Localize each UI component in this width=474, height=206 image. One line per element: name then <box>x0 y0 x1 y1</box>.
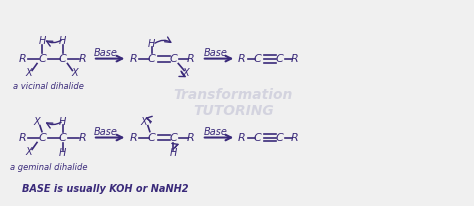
Text: R: R <box>187 132 195 143</box>
Text: C: C <box>275 132 283 143</box>
Text: C: C <box>170 132 177 143</box>
Text: X: X <box>34 117 40 127</box>
Text: C: C <box>170 54 177 64</box>
Text: R: R <box>78 54 86 64</box>
Text: C: C <box>59 132 66 143</box>
Text: R: R <box>129 54 137 64</box>
Text: C: C <box>148 132 155 143</box>
Text: C: C <box>275 54 283 64</box>
Text: C: C <box>254 132 262 143</box>
Text: C: C <box>148 54 155 64</box>
Text: H: H <box>59 36 66 46</box>
Text: a geminal dihalide: a geminal dihalide <box>10 163 88 172</box>
Text: H: H <box>59 148 66 158</box>
Text: C: C <box>38 54 46 64</box>
Text: H: H <box>59 117 66 127</box>
Text: Base: Base <box>204 127 228 137</box>
Text: a vicinal dihalide: a vicinal dihalide <box>13 82 84 91</box>
Text: H: H <box>38 36 46 46</box>
Text: X: X <box>183 68 190 78</box>
Text: X: X <box>26 68 33 78</box>
Text: R: R <box>291 54 299 64</box>
Text: R: R <box>238 54 246 64</box>
Text: R: R <box>18 54 26 64</box>
Text: R: R <box>291 132 299 143</box>
Text: H: H <box>170 148 177 158</box>
Text: H: H <box>148 39 155 49</box>
Text: Transformation
TUTORING: Transformation TUTORING <box>173 88 293 118</box>
Text: C: C <box>59 54 66 64</box>
Text: X: X <box>26 147 33 157</box>
Text: C: C <box>38 132 46 143</box>
Text: R: R <box>129 132 137 143</box>
Text: R: R <box>78 132 86 143</box>
Text: Base: Base <box>94 127 118 137</box>
Text: Base: Base <box>94 48 118 58</box>
Text: R: R <box>18 132 26 143</box>
Text: Base: Base <box>204 48 228 58</box>
Text: C: C <box>254 54 262 64</box>
Text: X: X <box>141 117 147 127</box>
Text: R: R <box>238 132 246 143</box>
Text: R: R <box>187 54 195 64</box>
Text: X: X <box>71 68 78 78</box>
Text: BASE is usually KOH or NaNH2: BASE is usually KOH or NaNH2 <box>22 184 189 194</box>
